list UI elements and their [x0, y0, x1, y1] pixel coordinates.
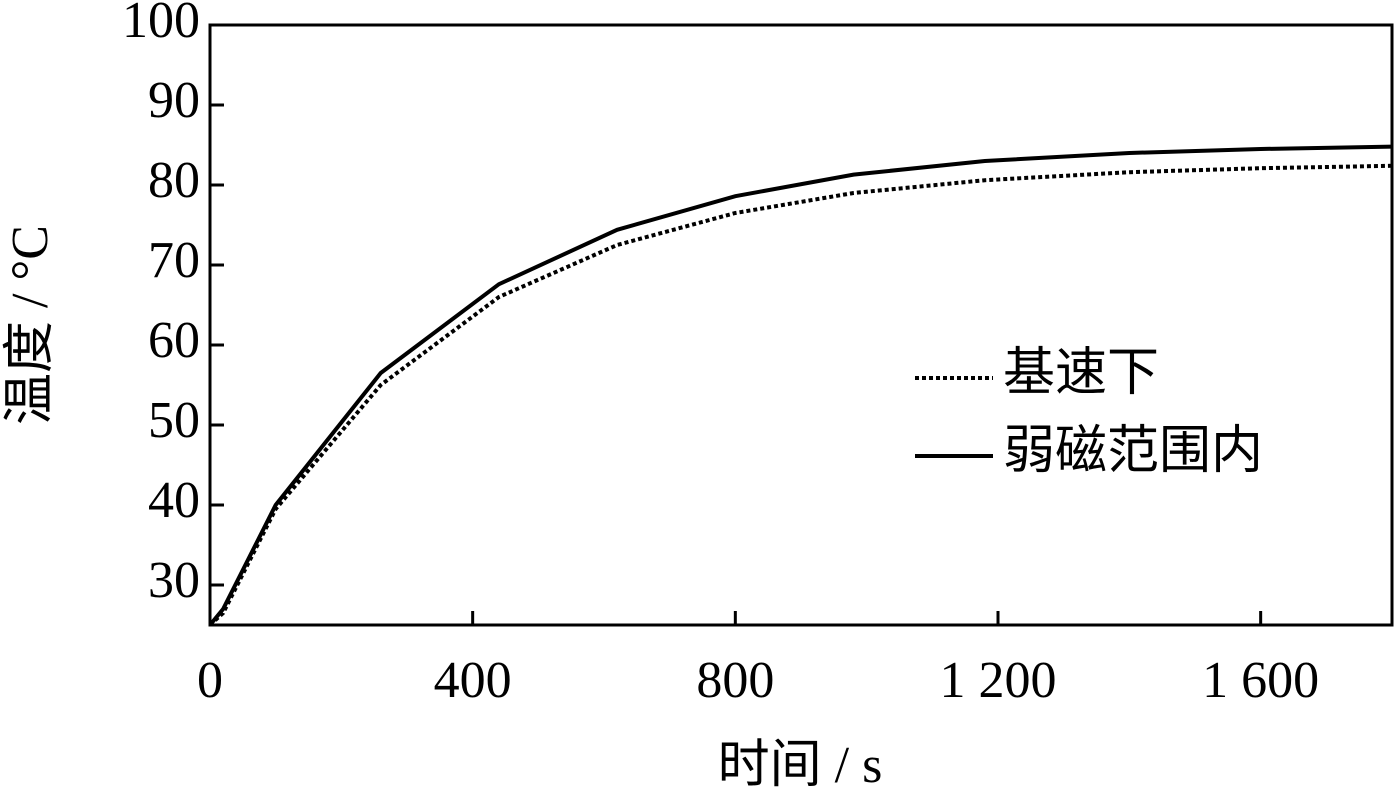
y-tick-label: 100 — [122, 0, 200, 49]
x-tick-label: 1 200 — [940, 652, 1057, 709]
y-tick-label: 80 — [148, 152, 200, 209]
legend-label: 基速下 — [1003, 345, 1159, 402]
y-tick-label: 40 — [148, 472, 200, 529]
x-tick-label: 0 — [197, 652, 223, 709]
y-tick-label: 30 — [148, 552, 200, 609]
y-tick-label: 70 — [148, 232, 200, 289]
x-axis-label: 时间 / s — [718, 737, 883, 794]
x-tick-label: 400 — [434, 652, 512, 709]
y-tick-label: 50 — [148, 392, 200, 449]
y-tick-label: 60 — [148, 312, 200, 369]
legend-label: 弱磁范围内 — [1003, 423, 1263, 480]
x-tick-label: 800 — [696, 652, 774, 709]
series-line — [208, 144, 1393, 627]
y-tick-label: 90 — [148, 72, 200, 129]
y-axis-label: 温度 / °C — [2, 225, 59, 425]
plot-frame — [208, 23, 1394, 627]
x-tick-label: 1 600 — [1202, 652, 1319, 709]
series-line — [208, 163, 1393, 627]
